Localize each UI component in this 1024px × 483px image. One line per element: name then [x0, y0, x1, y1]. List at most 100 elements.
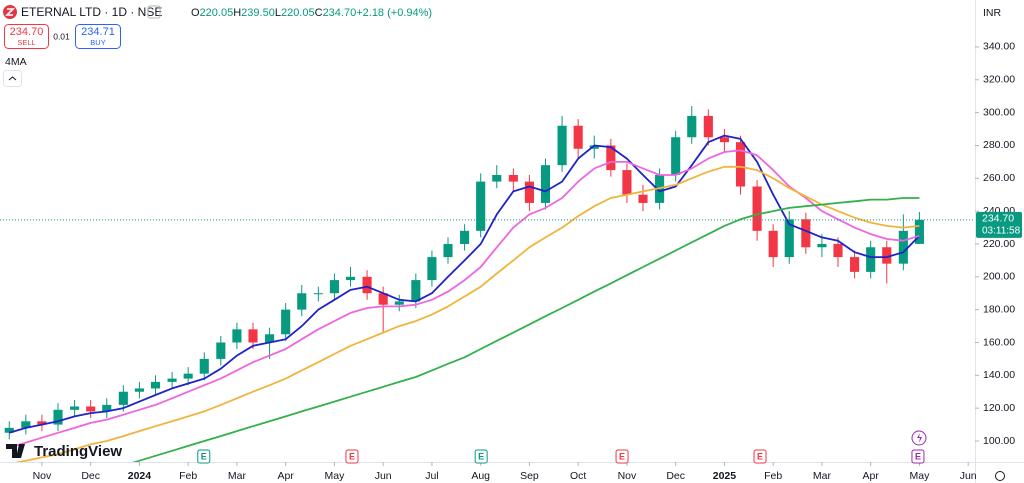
sell-label: SELL [17, 38, 35, 47]
buy-label: BUY [90, 38, 105, 47]
candle-body [167, 378, 177, 382]
event-label: E [349, 451, 355, 461]
candle-body [524, 181, 534, 203]
event-label: E [915, 451, 921, 461]
candle-body [573, 125, 583, 149]
candle-body [297, 293, 307, 310]
candle-body [492, 175, 502, 182]
candle-body [882, 247, 892, 264]
sell-price: 234.70 [10, 26, 44, 38]
candle-body [833, 243, 843, 258]
candle-body [86, 406, 96, 412]
candle-body [622, 170, 632, 195]
symbol-icon[interactable] [147, 5, 161, 19]
candle-body [281, 309, 291, 335]
candle-body [850, 257, 860, 272]
candle-body [313, 293, 323, 295]
moving-average [9, 149, 920, 449]
candle-body [557, 125, 567, 166]
x-tick-label: 2025 [713, 470, 737, 482]
x-tick-label: Jun [960, 470, 977, 482]
candle-body [638, 194, 648, 203]
candle-body [265, 334, 275, 343]
candle-body [362, 276, 372, 294]
candle-body [118, 391, 128, 405]
candle-body [606, 145, 616, 171]
event-marker [911, 449, 925, 464]
candle-body [4, 427, 14, 433]
y-tick-label: 160.00 [983, 336, 1015, 348]
lightning-glyph [917, 433, 922, 443]
buy-button[interactable] [75, 24, 121, 49]
candle-body [460, 230, 470, 244]
candle-body [801, 219, 811, 248]
event-label: E [757, 451, 763, 461]
candle-body [394, 301, 404, 305]
candle-body [784, 219, 794, 258]
candle-body [378, 293, 388, 305]
settings-icon[interactable] [995, 471, 1005, 481]
x-tick-label: Mar [228, 470, 247, 482]
ohlc-change: +2.18 (+0.94%) [356, 7, 432, 19]
candle-body [671, 137, 681, 176]
currency: INR [983, 7, 1002, 19]
candle-body [183, 373, 193, 379]
candle-body [735, 142, 746, 187]
ohlc-key: C [315, 7, 323, 19]
x-tick-label: Sep [520, 470, 539, 482]
brand-name: TradingView [34, 443, 122, 460]
logo-glyph [5, 8, 15, 16]
chevron [8, 76, 17, 81]
indicators-label: 4MA [5, 56, 27, 68]
candle-body [199, 358, 209, 374]
countdown: 03:11:58 [982, 225, 1021, 236]
brand-dot [18, 444, 24, 450]
candle-body [866, 247, 876, 272]
x-tick-label: Nov [33, 470, 52, 482]
candle-body [21, 421, 31, 428]
buy-price: 234.71 [81, 26, 115, 38]
candle-body [150, 381, 161, 389]
header: ETERNAL LTD · 1D · NSE O220.05H239.50L22… [3, 5, 1002, 87]
y-tick-label: 300.00 [983, 106, 1015, 118]
x-tick-label: Jun [375, 470, 392, 482]
event-marker [197, 449, 211, 464]
y-tick-label: 260.00 [983, 172, 1015, 184]
candle-body [898, 230, 908, 264]
x-tick-label: Jul [425, 470, 438, 482]
ohlc-value: 234.70 [323, 7, 357, 19]
candle-body [817, 243, 827, 248]
y-tick-label: 320.00 [983, 74, 1015, 86]
y-tick-label: 220.00 [983, 238, 1015, 250]
symbol-title: ETERNAL LTD · 1D · NSE [21, 5, 162, 19]
collapse-button[interactable] [3, 70, 22, 87]
candle-body [443, 243, 453, 258]
event-label: E [478, 451, 484, 461]
moving-average [132, 197, 920, 462]
event-marker [615, 449, 629, 464]
candle-body [914, 219, 924, 244]
candle-body [37, 421, 47, 425]
ohlc-key: O [191, 7, 200, 19]
ohlc-value: 239.50 [241, 7, 275, 19]
y-tick-label: 340.00 [983, 41, 1015, 53]
candle-body [687, 115, 697, 138]
y-tick-label: 120.00 [983, 402, 1015, 414]
event-marker [474, 449, 488, 464]
candle-body [411, 280, 421, 302]
x-tick-label: Apr [278, 470, 295, 482]
x-tick-label: 2024 [128, 470, 152, 482]
ohlc-legend: O220.05H239.50L220.05C234.70+2.18 (+0.94… [191, 7, 432, 19]
event-label: E [201, 451, 207, 461]
candle-body [232, 329, 242, 343]
event-marker [345, 449, 359, 464]
candle-body [216, 342, 226, 359]
event-marker [753, 449, 767, 464]
candle-body [70, 406, 80, 410]
sell-button[interactable] [4, 24, 49, 49]
candle-body [703, 115, 713, 138]
x-tick-label: Nov [618, 470, 637, 482]
candle-body [768, 230, 778, 258]
event-label: E [619, 451, 625, 461]
